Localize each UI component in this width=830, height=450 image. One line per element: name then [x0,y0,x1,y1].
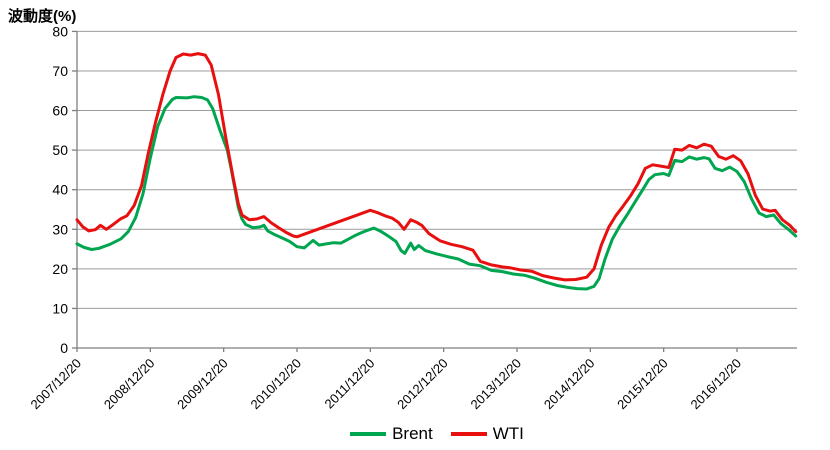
y-axis-title: 波動度(%) [8,8,77,25]
wti-line-swatch [450,432,487,436]
x-tick-label: 2008/12/20 [101,356,158,413]
series-line-wti [75,52,798,282]
x-tick-label: 2007/12/20 [27,356,84,413]
x-tick-label: 2015/12/20 [614,356,671,413]
legend-label-brent: Brent [392,424,433,443]
x-tick-label: 2011/12/20 [322,356,378,412]
legend-item-brent: Brent [350,424,433,444]
y-tick-label: 50 [52,142,68,158]
y-tick-label: 0 [60,340,68,356]
y-tick-label: 60 [52,103,68,119]
y-tick-label: 20 [52,261,68,277]
x-tick-label: 2010/12/20 [247,356,304,413]
x-tick-label: 2016/12/20 [687,356,744,413]
series-line-brent [75,95,798,291]
y-tick-label: 70 [52,63,68,79]
y-tick-label: 80 [52,23,68,39]
x-tick-label: 2014/12/20 [541,356,598,413]
y-tick-label: 40 [52,182,68,198]
y-tick-label: 10 [52,300,68,316]
legend: Brent WTI [77,424,797,444]
legend-label-wti: WTI [492,424,524,443]
brent-line-swatch [350,432,387,436]
legend-item-wti: WTI [450,424,524,444]
y-tick-label: 30 [52,221,68,237]
x-tick-label: 2012/12/20 [394,356,451,413]
x-tick-label: 2013/12/20 [467,356,524,413]
x-tick-label: 2009/12/20 [174,356,231,413]
